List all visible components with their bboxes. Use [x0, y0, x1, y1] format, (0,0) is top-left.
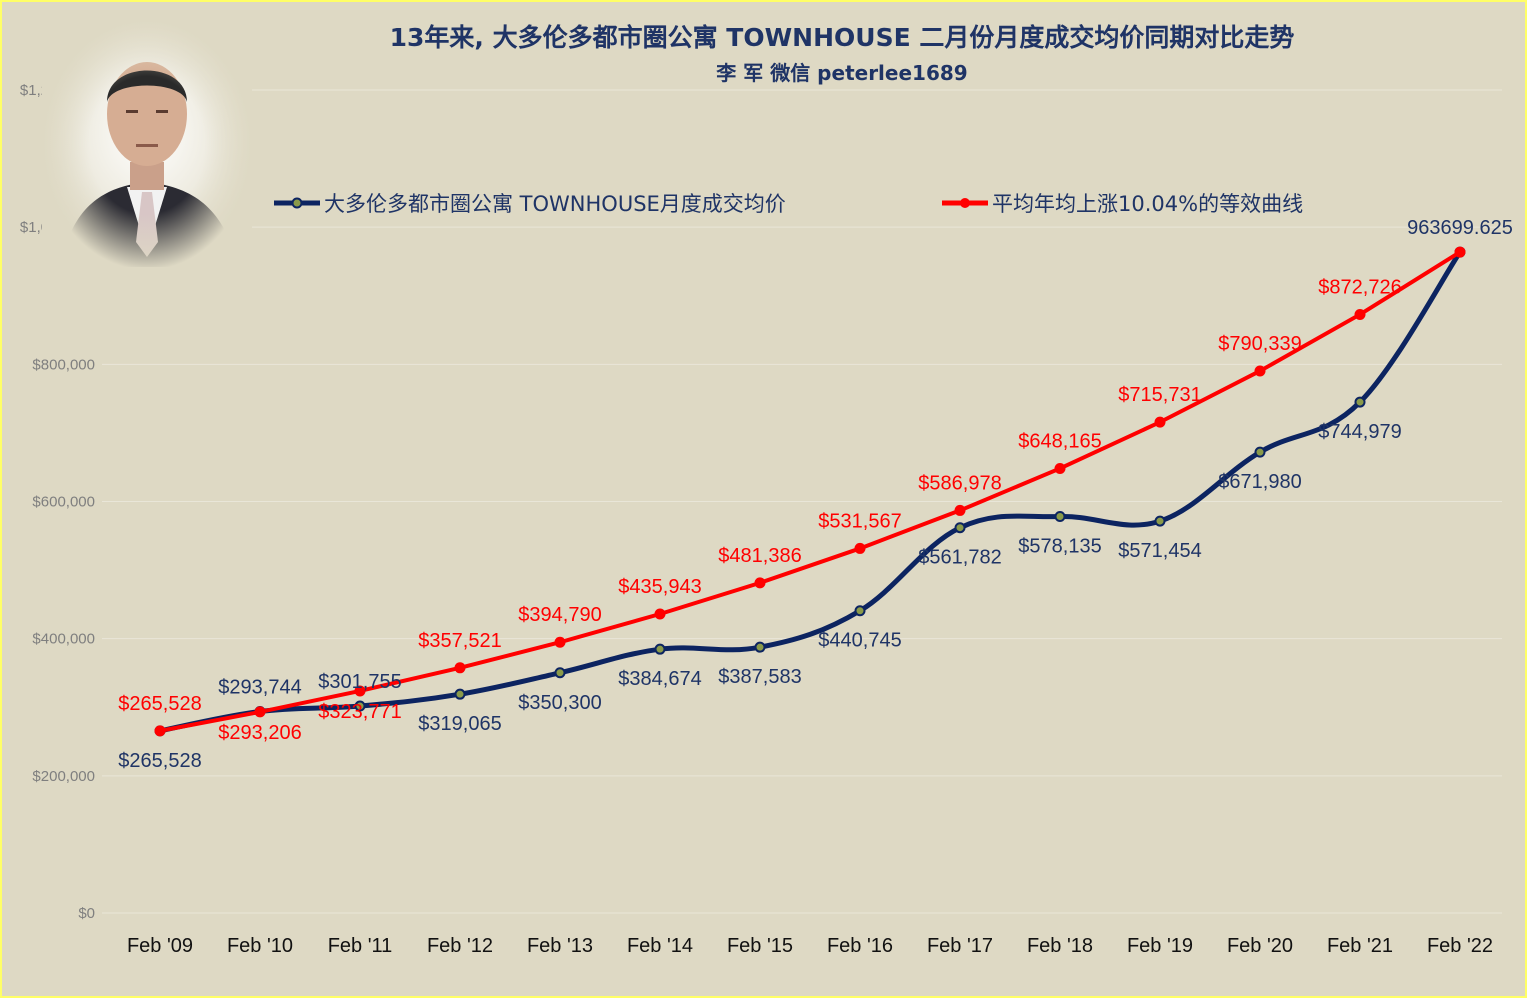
portrait-photo — [42, 20, 252, 270]
y-axis: $0$200,000$400,000$600,000$800,000$1,000… — [20, 82, 95, 922]
data-point-red — [1154, 416, 1166, 428]
data-point-blue — [954, 522, 966, 534]
x-tick-label: Feb '20 — [1227, 935, 1293, 957]
data-label-blue: $578,135 — [1018, 535, 1101, 557]
data-point-red — [854, 542, 866, 554]
x-tick-label: Feb '09 — [127, 935, 193, 957]
legend-label-blue: 大多伦多都市圈公寓 TOWNHOUSE月度成交均价 — [324, 192, 786, 216]
data-label-blue: $561,782 — [918, 547, 1001, 569]
data-point-blue — [754, 641, 766, 653]
x-tick-label: Feb '14 — [627, 935, 693, 957]
data-label-blue: $301,755 — [318, 671, 401, 693]
legend: 大多伦多都市圈公寓 TOWNHOUSE月度成交均价 平均年均上涨10.04%的等… — [274, 192, 1303, 216]
x-axis: Feb '09 Feb '10 Feb '11 Feb '12 Feb '13 Feb '… — [127, 935, 1493, 957]
data-label-blue: $293,744 — [218, 677, 301, 699]
series — [154, 246, 1466, 737]
data-label-blue: $319,065 — [418, 713, 501, 735]
chart-title: 13年来, 大多伦多都市圈公寓 TOWNHOUSE 二月份月度成交均价同期对比走… — [390, 23, 1295, 52]
y-tick-label: $0 — [78, 905, 95, 922]
data-point-red — [1054, 462, 1066, 474]
data-label-red: $481,386 — [718, 545, 801, 567]
data-label-red: $872,726 — [1318, 276, 1401, 298]
series-line-red — [159, 250, 1462, 733]
data-label-red: $293,206 — [218, 722, 301, 744]
data-label-blue: $384,674 — [618, 668, 701, 690]
data-label-red: $648,165 — [1018, 430, 1101, 452]
data-point-red — [454, 662, 466, 674]
x-tick-label: Feb '19 — [1127, 935, 1193, 957]
data-point-red — [554, 636, 566, 648]
data-point-red — [1454, 246, 1466, 258]
data-point-red — [154, 725, 166, 737]
data-point-blue — [1154, 515, 1166, 527]
data-label-red: $357,521 — [418, 630, 501, 652]
legend-marker-red — [960, 198, 970, 208]
data-point-red — [1254, 365, 1266, 377]
data-label-blue: $265,528 — [118, 750, 201, 772]
x-tick-label: Feb '18 — [1027, 935, 1093, 957]
y-tick-label: $800,000 — [32, 356, 95, 373]
data-label-blue: $571,454 — [1118, 540, 1201, 562]
data-labels: $265,528 $293,744 $301,755 $319,065 $350,300… — [118, 217, 1513, 772]
data-point-blue — [1254, 446, 1266, 458]
legend-label-red: 平均年均上涨10.04%的等效曲线 — [992, 192, 1303, 216]
data-point-blue — [554, 667, 566, 679]
data-label-blue: $744,979 — [1318, 421, 1401, 443]
data-label-blue: $350,300 — [518, 692, 601, 714]
data-label-red: $323,771 — [318, 701, 401, 723]
data-label-red: $435,943 — [618, 576, 701, 598]
data-label-red: $715,731 — [1118, 384, 1201, 406]
data-label-blue: 963699.625 — [1407, 217, 1513, 239]
data-label-red: $586,978 — [918, 472, 1001, 494]
data-label-blue: $671,980 — [1218, 471, 1301, 493]
data-label-blue: $440,745 — [818, 630, 901, 652]
x-tick-label: Feb '21 — [1327, 935, 1393, 957]
data-label-red: $531,567 — [818, 510, 901, 532]
data-point-blue — [654, 643, 666, 655]
x-tick-label: Feb '12 — [427, 935, 493, 957]
data-point-red — [654, 608, 666, 620]
data-point-red — [954, 504, 966, 516]
x-tick-label: Feb '13 — [527, 935, 593, 957]
x-tick-label: Feb '22 — [1427, 935, 1493, 957]
x-tick-label: Feb '15 — [727, 935, 793, 957]
data-point-red — [254, 706, 266, 718]
data-point-red — [1354, 308, 1366, 320]
data-point-red — [354, 685, 366, 697]
data-point-blue — [354, 700, 366, 712]
y-tick-label: $400,000 — [32, 631, 95, 648]
data-point-blue — [1354, 396, 1366, 408]
data-label-red: $790,339 — [1218, 333, 1301, 355]
x-tick-label: Feb '11 — [328, 935, 393, 957]
data-point-blue — [854, 605, 866, 617]
x-tick-label: Feb '10 — [227, 935, 293, 957]
data-label-blue: $387,583 — [718, 666, 801, 688]
x-tick-label: Feb '16 — [827, 935, 893, 957]
chart-subtitle: 李 军 微信 peterlee1689 — [715, 61, 967, 85]
data-label-red: $265,528 — [118, 693, 201, 715]
data-point-blue — [454, 688, 466, 700]
legend-marker-blue — [291, 197, 303, 209]
x-tick-label: Feb '17 — [927, 935, 993, 957]
data-point-blue — [1054, 510, 1066, 522]
data-label-red: $394,790 — [518, 604, 601, 626]
y-tick-label: $600,000 — [32, 494, 95, 511]
data-point-red — [754, 577, 766, 589]
y-tick-label: $200,000 — [32, 768, 95, 785]
